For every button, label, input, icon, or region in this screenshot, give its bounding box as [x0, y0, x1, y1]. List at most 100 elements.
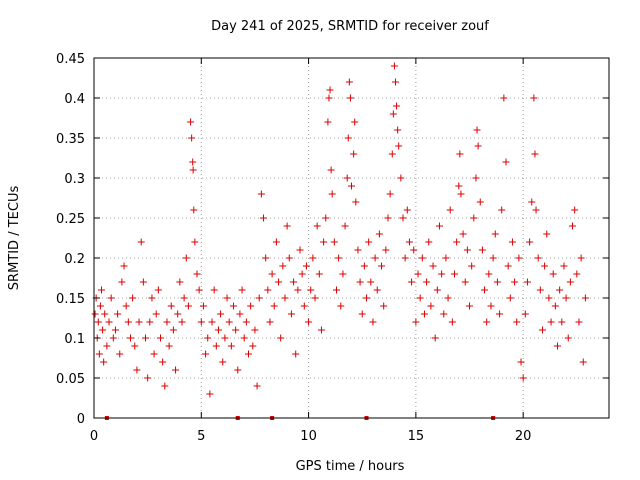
data-point-marker: [172, 366, 180, 374]
x-tick-label: 20: [515, 429, 532, 444]
data-point-marker: [373, 286, 381, 294]
data-point-marker: [528, 198, 536, 206]
data-point-marker: [322, 214, 330, 222]
data-point-marker: [472, 174, 480, 182]
data-point-marker: [487, 302, 495, 310]
data-point-marker: [581, 294, 589, 302]
data-point-marker: [433, 286, 441, 294]
data-point-marker: [577, 254, 585, 262]
data-point-marker: [118, 278, 126, 286]
data-point-marker: [328, 190, 336, 198]
data-point-marker: [296, 246, 304, 254]
y-tick-label: 0.4: [64, 92, 85, 107]
data-point-marker: [214, 326, 222, 334]
x-tick-label: 0: [90, 429, 98, 444]
data-point-marker: [545, 294, 553, 302]
data-point-marker: [150, 350, 158, 358]
data-point-marker: [144, 374, 152, 382]
x-tick-label: 15: [408, 429, 425, 444]
data-point-marker: [234, 366, 242, 374]
data-point-marker: [394, 126, 402, 134]
data-point-marker: [157, 334, 165, 342]
y-tick-label: 0: [77, 412, 85, 427]
data-point-marker: [397, 174, 405, 182]
data-point-marker: [351, 118, 359, 126]
data-point-marker: [199, 302, 207, 310]
data-point-marker: [236, 310, 244, 318]
data-point-marker: [202, 350, 210, 358]
data-point-marker: [536, 286, 544, 294]
data-point-marker: [311, 294, 319, 302]
y-tick-label: 0.15: [56, 292, 85, 307]
data-point-marker: [219, 358, 227, 366]
data-point-marker: [375, 230, 383, 238]
data-point-marker: [564, 334, 572, 342]
data-point-marker: [139, 278, 147, 286]
data-point-marker: [541, 262, 549, 270]
data-point-marker: [575, 318, 583, 326]
data-point-marker: [513, 318, 521, 326]
grid-layer: [94, 58, 609, 418]
data-point-marker: [453, 238, 461, 246]
data-point-marker: [365, 238, 373, 246]
plot-frame: [93, 57, 610, 419]
data-point-marker: [343, 174, 351, 182]
data-point-marker: [320, 238, 328, 246]
data-point-marker: [313, 222, 321, 230]
data-point-marker: [378, 262, 386, 270]
data-point-marker: [500, 94, 508, 102]
data-point-marker: [223, 294, 231, 302]
data-point-marker: [131, 342, 139, 350]
data-points: [91, 62, 589, 398]
data-point-marker: [176, 278, 184, 286]
data-point-marker: [277, 334, 285, 342]
data-point-marker: [135, 318, 143, 326]
data-point-marker: [283, 222, 291, 230]
data-point-marker: [285, 254, 293, 262]
data-point-marker: [272, 238, 280, 246]
data-point-marker: [456, 150, 464, 158]
data-point-marker: [390, 62, 398, 70]
data-point-marker: [221, 334, 229, 342]
data-point-marker: [367, 278, 375, 286]
data-point-marker: [461, 278, 469, 286]
data-point-marker: [350, 150, 358, 158]
x-axis-label: GPS time / hours: [296, 459, 405, 474]
data-point-marker: [327, 166, 335, 174]
data-point-marker: [412, 318, 420, 326]
data-point-marker: [410, 246, 418, 254]
data-point-marker: [391, 78, 399, 86]
data-point-marker: [184, 302, 192, 310]
data-point-marker: [122, 302, 130, 310]
data-point-marker: [386, 190, 394, 198]
data-point-marker: [337, 302, 345, 310]
data-point-marker: [504, 262, 512, 270]
data-point-marker: [481, 286, 489, 294]
data-point-marker: [206, 390, 214, 398]
data-point-marker: [96, 302, 104, 310]
chart-title: Day 241 of 2025, SRMTID for receiver zou…: [211, 19, 489, 34]
data-point-marker: [101, 310, 109, 318]
data-point-marker: [534, 254, 542, 262]
data-point-marker: [473, 126, 481, 134]
y-tick-label: 0.35: [56, 132, 85, 147]
data-point-marker: [360, 262, 368, 270]
data-point-marker: [152, 310, 160, 318]
data-point-marker: [174, 310, 182, 318]
data-point-marker: [257, 190, 265, 198]
data-point-marker: [423, 278, 431, 286]
data-point-marker: [290, 278, 298, 286]
data-point-marker: [414, 270, 422, 278]
y-tick-label: 0.3: [64, 172, 85, 187]
data-point-marker: [120, 262, 128, 270]
data-point-marker: [298, 270, 306, 278]
data-point-marker: [515, 254, 523, 262]
data-point-marker: [483, 318, 491, 326]
data-point-marker: [466, 302, 474, 310]
data-point-marker: [91, 310, 99, 318]
data-point-marker: [159, 358, 167, 366]
data-point-marker: [339, 270, 347, 278]
data-point-marker: [573, 270, 581, 278]
y-tick-label: 0.1: [64, 332, 85, 347]
data-point-marker: [543, 230, 551, 238]
